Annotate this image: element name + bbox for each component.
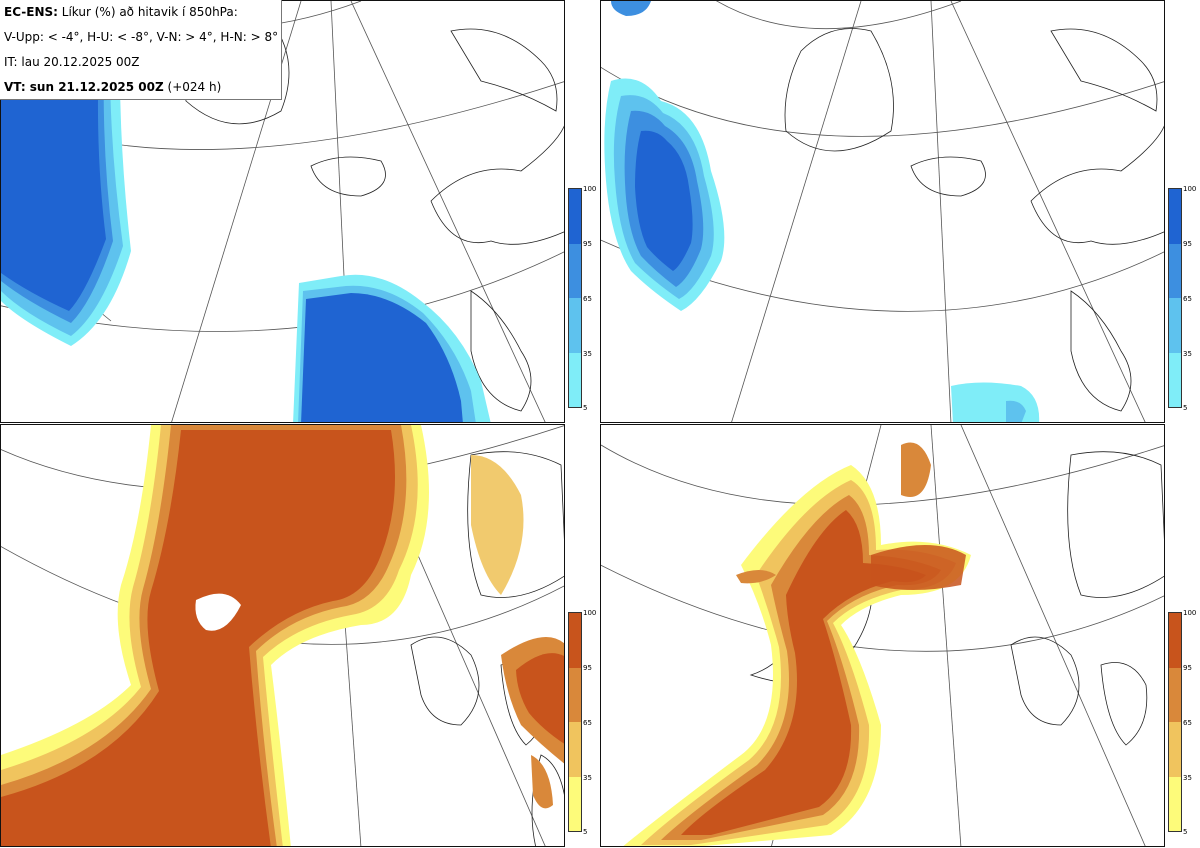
lead-time: (+024 h) [167,80,222,94]
cbar-tick-100: 100 [583,185,597,193]
cbar-tick-95: 95 [1183,240,1192,248]
threshold-categories: V-Upp: < -4°, H-U: < -8°, V-N: > 4°, H-N… [4,30,279,44]
map-h-u [601,1,1164,422]
info-box: EC-ENS: Líkur (%) að hitavik í 850hPa: V… [0,0,282,100]
map-panel-h-u [600,0,1165,423]
map-panel-v-n [0,424,565,847]
colorbar-warm-right [1168,612,1182,832]
cbar-tick-35: 35 [583,774,592,782]
colorbar-cold-right [1168,188,1182,408]
map-panel-h-n [600,424,1165,847]
cbar-tick-65: 65 [583,295,592,303]
valid-time: VT: sun 21.12.2025 00Z [4,80,164,94]
colorbar-warm-left [568,612,582,832]
model-label: EC-ENS: [4,5,58,19]
map-v-n [1,425,564,846]
cbar-tick-95: 95 [583,240,592,248]
cbar-tick-100: 100 [1183,185,1197,193]
cbar-tick-95: 95 [583,664,592,672]
cbar-tick-95: 95 [1183,664,1192,672]
product-title: Líkur (%) að hitavik í 850hPa: [61,5,238,19]
cbar-tick-65: 65 [583,719,592,727]
cbar-tick-5: 5 [1183,404,1188,412]
cbar-tick-35: 35 [583,350,592,358]
cbar-tick-35: 35 [1183,774,1192,782]
cbar-tick-65: 65 [1183,295,1192,303]
cbar-tick-65: 65 [1183,719,1192,727]
cbar-tick-100: 100 [1183,609,1197,617]
cbar-tick-5: 5 [1183,828,1188,836]
cbar-tick-100: 100 [583,609,597,617]
initial-time: IT: lau 20.12.2025 00Z [4,55,140,69]
cbar-tick-5: 5 [583,828,588,836]
map-h-n [601,425,1164,846]
cbar-tick-5: 5 [583,404,588,412]
colorbar-cold-left [568,188,582,408]
cbar-tick-35: 35 [1183,350,1192,358]
